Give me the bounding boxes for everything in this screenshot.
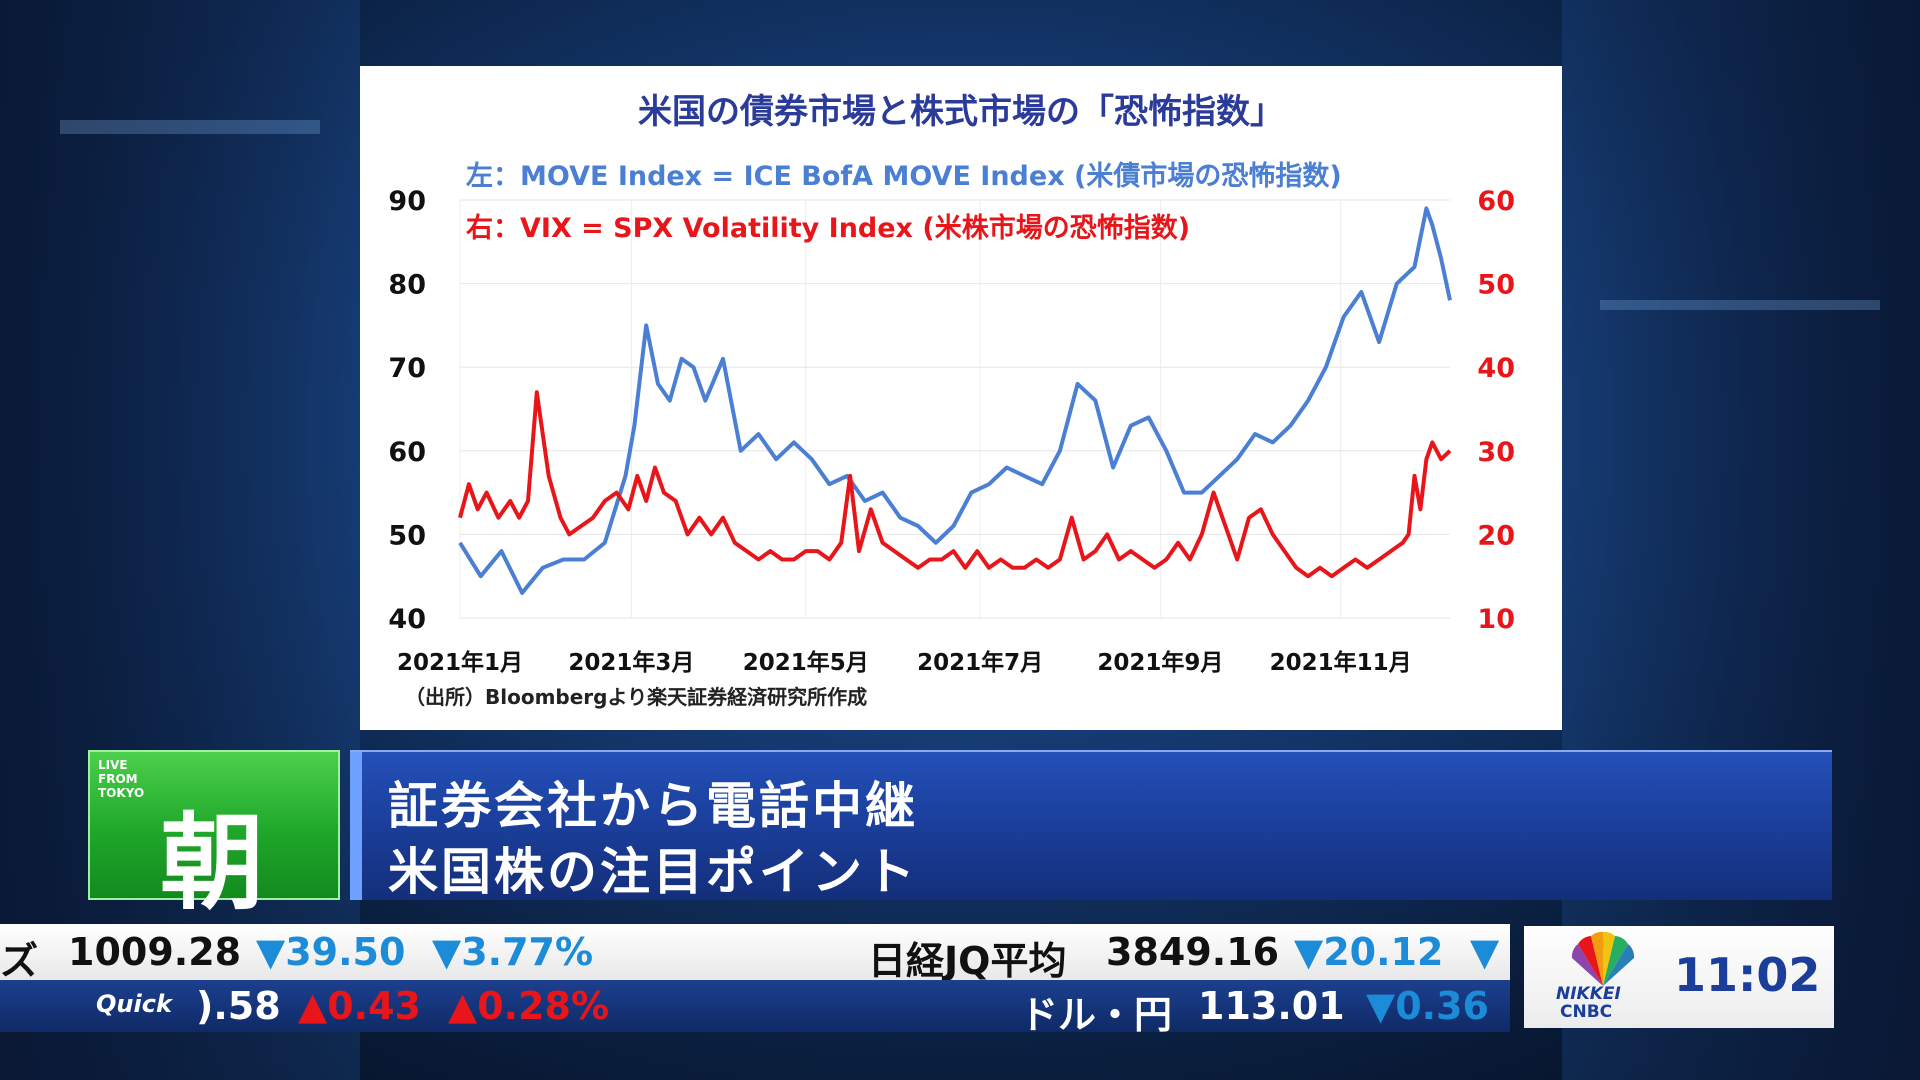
left-axis-tick-label: 90	[388, 186, 426, 217]
bg-decor-stripe	[0, 0, 360, 1080]
headline-banner: 証券会社から電話中継 米国株の注目ポイント	[350, 750, 1832, 901]
quick-source-label: Quick	[96, 990, 172, 1018]
ticker-change: ▼20.12	[1294, 930, 1444, 974]
x-axis-tick-label: 2021年5月	[743, 649, 869, 676]
x-axis-tick-label: 2021年3月	[568, 649, 694, 676]
chart-subtitle-left-axis: 左：MOVE Index = ICE BofA MOVE Index (米債市場…	[466, 161, 1342, 192]
ticker-fx-label: ドル・円	[1020, 993, 1173, 1037]
logo-nikkei-text: NIKKEI	[1556, 984, 1621, 1004]
right-axis-tick-label: 40	[1477, 353, 1515, 384]
right-axis-tick-label: 30	[1477, 437, 1515, 468]
ticker-change: ▲0.43	[298, 984, 421, 1028]
chart-source-note: （出所）Bloombergより楽天証券経済研究所作成	[405, 685, 868, 709]
chart-canvas: 90 80 70 60 50 40 60 50 40 30 20 10 2021年1月 2021年3月 20…	[388, 186, 1515, 676]
ticker-percent: ▼3.77%	[432, 930, 594, 974]
ticker-top-row: ズ 1009.28 ▼39.50 ▼3.77% 日経JQ平均 3849.16 ▼…	[0, 924, 1510, 983]
x-axis-tick-label: 2021年7月	[917, 649, 1043, 676]
headline-line-1: 証券会社から電話中継	[388, 777, 918, 835]
ticker-trail-arrow: ▼	[1470, 930, 1500, 974]
chart-panel: 90 80 70 60 50 40 60 50 40 30 20 10 2021年1月 2021年3月 20…	[360, 66, 1562, 730]
chart-title: 米国の債券市場と株式市場の「恐怖指数」	[638, 92, 1284, 132]
live-from-tokyo-label: LIVE FROM TOKYO	[98, 758, 144, 800]
left-axis-tick-label: 80	[388, 270, 426, 301]
left-axis-tick-label: 50	[388, 520, 426, 551]
ticker-bottom-row: Quick ).58 ▲0.43 ▲0.28% ドル・円 113.01 ▼0.3…	[0, 980, 1510, 1037]
left-axis-tick-label: 70	[388, 353, 426, 384]
ticker-value: ).58	[196, 984, 281, 1028]
right-axis-tick-label: 50	[1477, 270, 1515, 301]
x-axis-tick-label: 2021年11月	[1270, 649, 1412, 676]
bg-decor-stripe	[1600, 300, 1880, 310]
series-line-move-index	[458, 206, 1452, 595]
right-axis-tick-label: 60	[1477, 186, 1515, 217]
headline-line-2: 米国株の注目ポイント	[388, 843, 918, 901]
right-axis-tick-label: 20	[1477, 520, 1515, 551]
ticker-value: 1009.28	[68, 930, 242, 974]
peacock-icon	[1571, 931, 1635, 986]
bg-decor-stripe	[1562, 0, 1920, 1080]
left-axis-tick-label: 60	[388, 437, 426, 468]
x-axis-tick-label: 2021年1月	[397, 649, 523, 676]
tokyo-line: TOKYO	[98, 786, 145, 800]
ticker-index-label: 日経JQ平均	[868, 939, 1067, 983]
program-kanji: 朝	[160, 801, 265, 924]
ticker-partial-label: ズ	[0, 939, 39, 983]
right-axis-tick-label: 10	[1477, 604, 1515, 635]
ticker-value: 3849.16	[1106, 930, 1280, 974]
channel-logo-box: NIKKEI CNBC 11:02	[1524, 926, 1834, 1028]
ticker-percent: ▲0.28%	[448, 984, 610, 1028]
headline-accent-bar	[350, 752, 362, 900]
logo-cnbc-text: CNBC	[1560, 1002, 1613, 1022]
ticker-change: ▼39.50	[256, 930, 406, 974]
ticker-change: ▼0.36	[1366, 984, 1489, 1028]
x-axis-tick-label: 2021年9月	[1097, 649, 1223, 676]
ticker-value: 113.01	[1198, 984, 1345, 1028]
left-axis-tick-label: 40	[388, 604, 426, 635]
from-line: FROM	[98, 772, 138, 786]
live-line: LIVE	[98, 758, 128, 772]
chart-subtitle-right-axis: 右：VIX = SPX Volatility Index (米株市場の恐怖指数)	[466, 213, 1191, 244]
bg-decor-stripe	[60, 120, 320, 134]
program-badge: LIVE FROM TOKYO 朝	[88, 750, 340, 924]
series-line-vix	[458, 390, 1452, 579]
broadcast-clock: 11:02	[1674, 948, 1821, 1002]
